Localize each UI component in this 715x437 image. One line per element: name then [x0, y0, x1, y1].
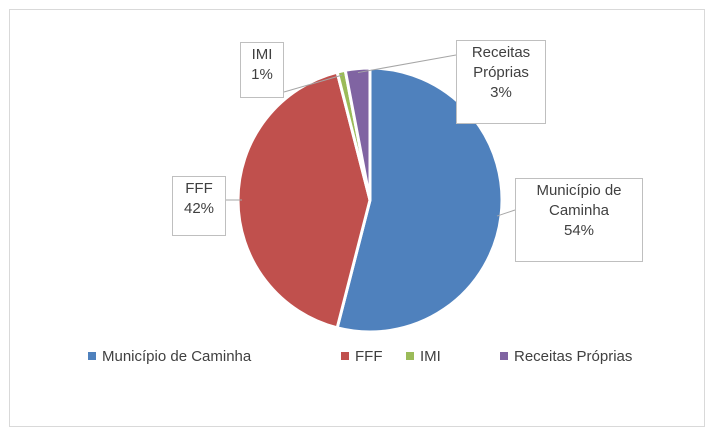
- data-label-category: FFF: [185, 180, 213, 197]
- leader-line: [283, 74, 343, 93]
- data-label-value: 3%: [490, 84, 512, 101]
- data-label-value: 42%: [183, 200, 215, 217]
- legend-label: FFF: [355, 348, 383, 365]
- data-label: FFF 42%: [172, 176, 226, 236]
- legend-label: IMI: [420, 348, 441, 365]
- legend-swatch: [406, 352, 414, 360]
- leader-line: [496, 209, 516, 217]
- legend-swatch: [341, 352, 349, 360]
- legend-swatch: [500, 352, 508, 360]
- pie-slice: [335, 66, 504, 334]
- legend-label: Receitas Próprias: [514, 348, 633, 365]
- data-label-value: 1%: [251, 66, 273, 83]
- data-label-value: 54%: [563, 222, 595, 239]
- legend-swatch: [88, 352, 96, 360]
- legend-label: Município de Caminha: [102, 348, 252, 365]
- legend-item: Receitas Próprias: [500, 348, 632, 365]
- legend-item: FFF: [341, 348, 383, 365]
- data-label: Receitas Próprias 3%: [456, 40, 546, 124]
- data-label-category: Município de Caminha: [536, 182, 622, 219]
- data-label: IMI 1%: [240, 42, 284, 98]
- pie-slice: [343, 66, 372, 201]
- data-label: Município de Caminha 54%: [515, 178, 643, 262]
- data-label-category: Receitas Próprias: [471, 44, 531, 81]
- data-label-category: IMI: [251, 46, 273, 63]
- legend-item: Município de Caminha: [88, 348, 251, 365]
- leader-line: [357, 54, 457, 74]
- legend-item: IMI: [406, 348, 441, 365]
